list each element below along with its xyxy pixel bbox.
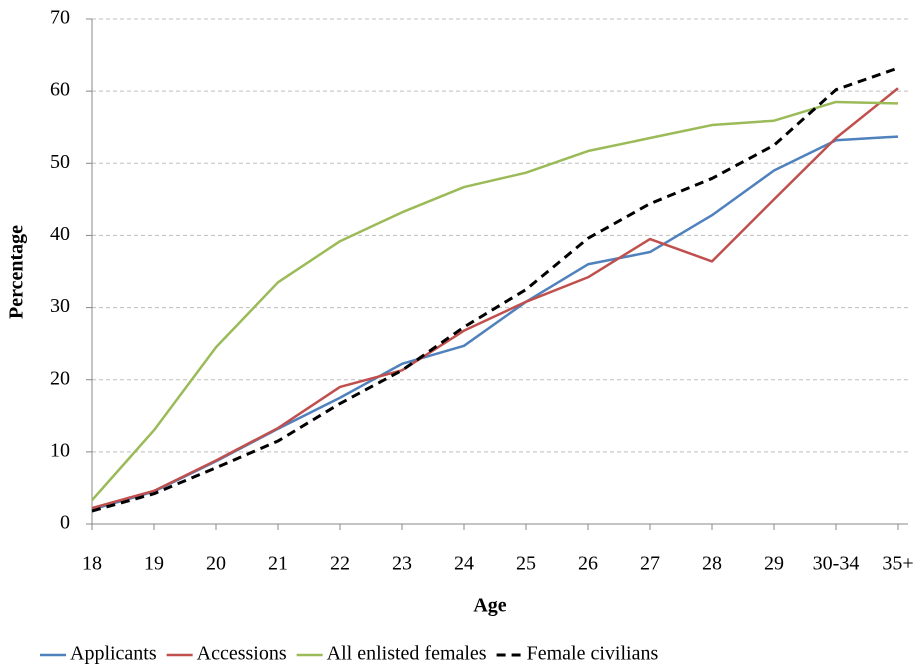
series-line: [91, 87, 899, 510]
x-tick-label: 26: [578, 553, 598, 575]
x-tick-label: 27: [640, 553, 660, 575]
y-tick-label: 30: [50, 295, 70, 317]
x-tick-label: 22: [330, 553, 350, 575]
x-tick-label: 18: [82, 553, 102, 575]
series-line: [91, 135, 899, 511]
x-axis-title: Age: [473, 595, 506, 617]
y-axis-title: Percentage: [6, 225, 28, 319]
x-tick-label: 21: [268, 553, 288, 575]
legend-label: All enlisted females: [327, 643, 487, 665]
y-tick-label: 60: [50, 79, 70, 101]
series-line: [91, 66, 899, 513]
y-tick-label: 70: [50, 7, 70, 29]
x-tick-label: 24: [454, 553, 474, 575]
y-tick-label: 40: [50, 223, 70, 245]
x-tick-label: 20: [206, 553, 226, 575]
y-tick-label: 20: [50, 367, 70, 389]
y-tick-label: 0: [60, 512, 70, 534]
legend-label: Female civilians: [527, 643, 659, 665]
x-tick-label: 35+: [882, 553, 913, 575]
legend-label: Accessions: [197, 643, 287, 665]
legend-label: Applicants: [70, 643, 157, 665]
y-tick-label: 10: [50, 439, 70, 461]
y-tick-label: 50: [50, 151, 70, 173]
x-tick-label: 29: [764, 553, 784, 575]
x-tick-label: 28: [702, 553, 722, 575]
x-tick-label: 25: [516, 553, 536, 575]
x-tick-label: 19: [144, 553, 164, 575]
series-line: [91, 100, 899, 502]
x-tick-label: 23: [392, 553, 412, 575]
x-tick-label: 30-34: [813, 553, 860, 575]
